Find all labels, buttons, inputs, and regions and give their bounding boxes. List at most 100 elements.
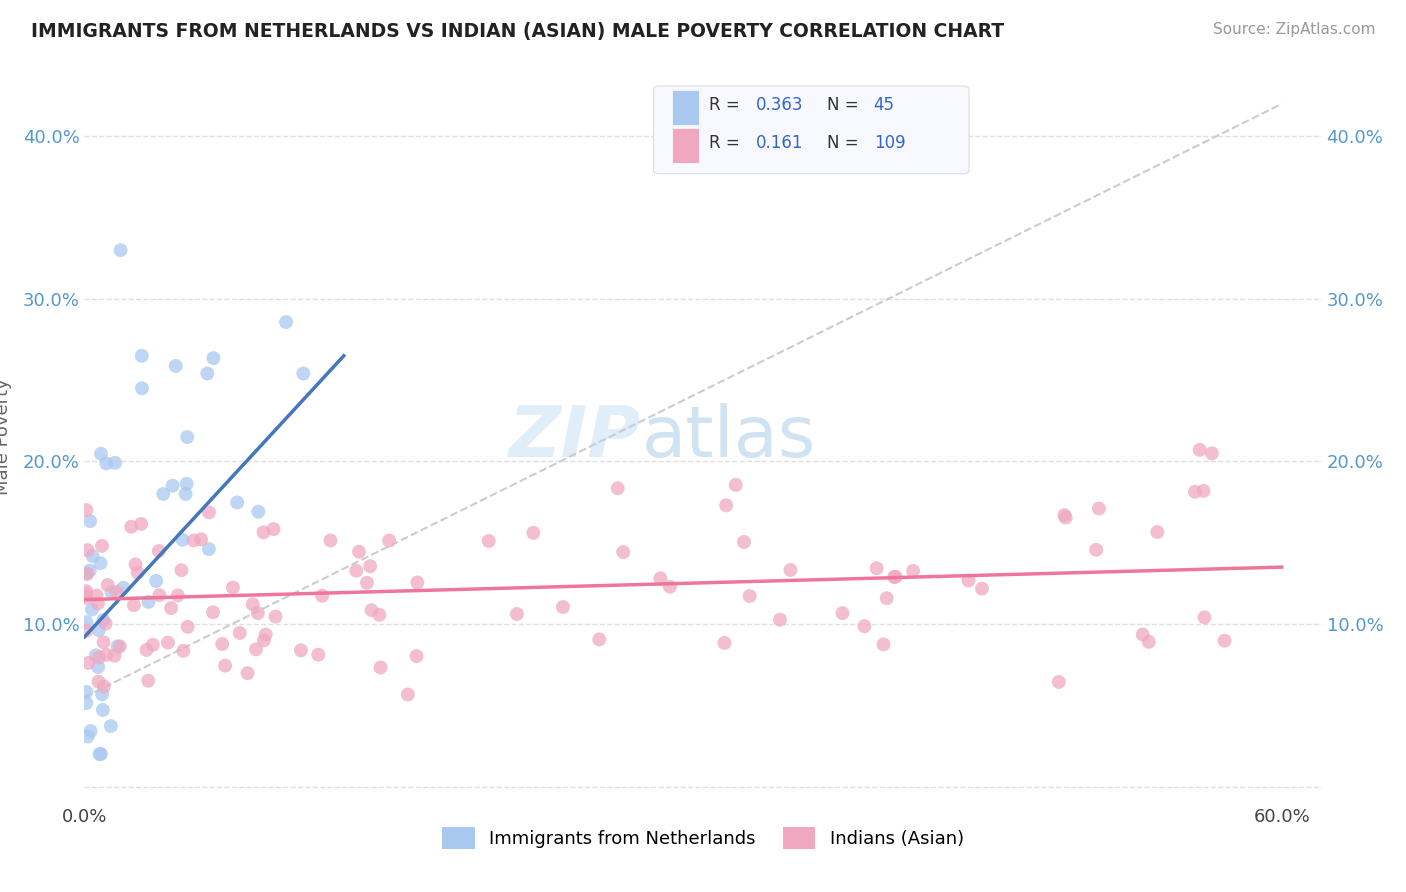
Point — [1054, 510, 1077, 524]
Point — [138, 595, 160, 609]
Point — [311, 589, 333, 603]
Point — [1201, 446, 1223, 460]
Point — [172, 644, 194, 658]
Point — [93, 680, 115, 694]
Point — [263, 522, 285, 536]
Point — [136, 673, 159, 688]
Point — [769, 613, 792, 627]
Point — [195, 367, 218, 381]
Point — [226, 495, 249, 509]
Point — [156, 635, 179, 649]
Point — [242, 597, 264, 611]
Text: 45: 45 — [873, 95, 894, 114]
Point — [190, 533, 212, 547]
Point — [957, 574, 980, 588]
Y-axis label: Male Poverty: Male Poverty — [0, 379, 11, 495]
Point — [75, 584, 97, 599]
Point — [76, 730, 98, 744]
Point — [80, 602, 103, 616]
Point — [75, 615, 97, 629]
Point — [94, 616, 117, 631]
Point — [75, 696, 97, 710]
Point — [108, 640, 131, 654]
Text: 0.161: 0.161 — [756, 134, 804, 152]
Point — [96, 648, 118, 662]
Point — [883, 570, 905, 584]
Point — [89, 747, 111, 761]
Point — [236, 666, 259, 681]
Point — [274, 315, 297, 329]
Point — [378, 533, 401, 548]
Point — [75, 587, 97, 601]
Point — [104, 456, 127, 470]
Point — [290, 643, 312, 657]
FancyBboxPatch shape — [672, 128, 699, 163]
Point — [506, 607, 529, 621]
Point — [884, 570, 907, 584]
Point — [714, 499, 737, 513]
Point — [650, 571, 672, 585]
Text: N =: N = — [827, 134, 863, 152]
Point — [198, 505, 221, 519]
Point — [93, 613, 115, 627]
Point — [901, 564, 924, 578]
Point — [359, 559, 381, 574]
Text: ZIP: ZIP — [509, 402, 641, 472]
Point — [253, 633, 276, 648]
Point — [87, 597, 110, 611]
Point — [148, 544, 170, 558]
Point — [100, 585, 122, 599]
Text: R =: R = — [709, 134, 745, 152]
Point — [86, 589, 108, 603]
Point — [370, 660, 392, 674]
Point — [79, 724, 101, 739]
Point — [131, 381, 153, 395]
Point — [91, 703, 114, 717]
Point — [198, 542, 221, 557]
Point — [211, 637, 233, 651]
Point — [129, 516, 152, 531]
Text: 109: 109 — [873, 134, 905, 152]
Point — [89, 650, 111, 665]
Point — [779, 563, 801, 577]
Point — [738, 589, 761, 603]
Point — [1137, 635, 1160, 649]
Point — [319, 533, 342, 548]
Point — [245, 642, 267, 657]
Text: N =: N = — [827, 95, 863, 114]
Text: IMMIGRANTS FROM NETHERLANDS VS INDIAN (ASIAN) MALE POVERTY CORRELATION CHART: IMMIGRANTS FROM NETHERLANDS VS INDIAN (A… — [31, 22, 1004, 41]
Point — [91, 539, 114, 553]
Point — [246, 606, 269, 620]
Point — [75, 591, 97, 605]
Point — [228, 626, 250, 640]
Point — [831, 606, 853, 620]
Point — [866, 561, 889, 575]
Point — [970, 582, 993, 596]
Point — [1047, 675, 1070, 690]
Point — [162, 478, 184, 492]
Text: atlas: atlas — [641, 402, 815, 472]
Point — [876, 591, 898, 606]
Point — [606, 481, 628, 495]
Point — [152, 487, 174, 501]
Point — [307, 648, 329, 662]
Point — [1192, 483, 1215, 498]
Point — [214, 658, 236, 673]
Point — [75, 566, 97, 581]
Point — [853, 619, 876, 633]
Point — [77, 656, 100, 670]
Point — [84, 648, 107, 663]
Point — [252, 525, 274, 540]
Point — [360, 603, 382, 617]
Point — [176, 620, 198, 634]
Point — [82, 549, 104, 563]
Point — [91, 687, 114, 701]
Point — [222, 581, 245, 595]
Point — [396, 688, 419, 702]
Point — [202, 605, 225, 619]
Point — [1053, 508, 1076, 522]
Point — [172, 533, 194, 547]
Point — [107, 639, 129, 653]
Point — [90, 747, 112, 761]
Point — [1184, 484, 1206, 499]
